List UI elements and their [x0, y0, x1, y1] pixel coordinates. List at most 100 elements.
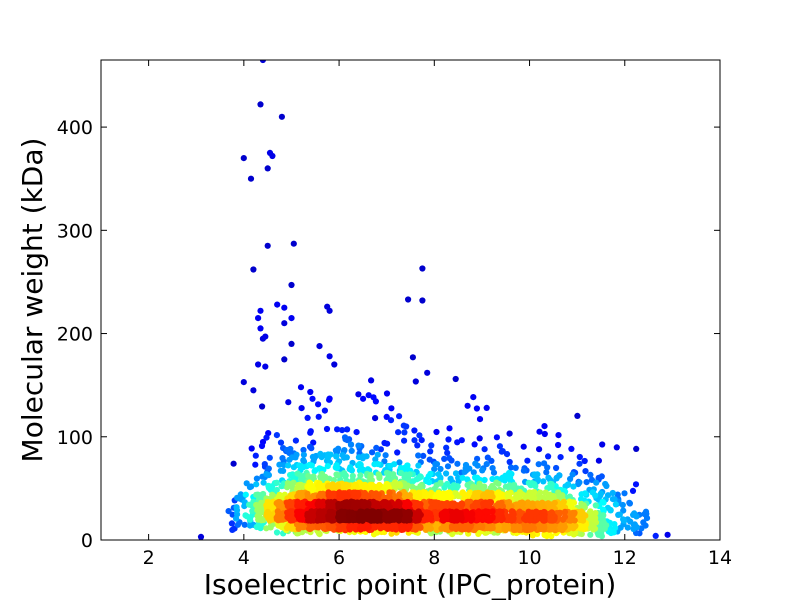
data-point — [587, 531, 594, 538]
data-point — [531, 471, 538, 478]
data-point — [449, 531, 456, 538]
data-point — [386, 515, 393, 522]
data-point — [526, 516, 534, 524]
data-point — [338, 491, 345, 498]
data-point — [465, 491, 472, 498]
data-point — [495, 480, 502, 487]
data-point — [300, 457, 307, 464]
data-point — [336, 502, 343, 509]
data-point — [241, 521, 248, 528]
data-point — [253, 491, 260, 498]
data-point — [490, 469, 498, 476]
data-point — [233, 515, 240, 522]
data-point — [445, 436, 452, 443]
data-point — [262, 363, 269, 370]
data-point — [471, 441, 478, 448]
data-point — [612, 501, 620, 508]
data-point — [288, 315, 295, 322]
data-point — [284, 484, 291, 491]
data-point — [257, 307, 264, 314]
data-point — [409, 484, 416, 491]
data-point — [383, 469, 390, 476]
data-point — [388, 405, 395, 412]
data-point — [419, 297, 426, 304]
data-point — [262, 333, 269, 340]
data-point — [307, 429, 314, 436]
data-point — [307, 388, 314, 396]
data-point — [318, 501, 325, 508]
data-point — [599, 441, 606, 448]
data-point — [383, 413, 390, 420]
data-point — [545, 453, 552, 460]
data-point — [382, 452, 389, 459]
data-point — [446, 455, 453, 462]
data-point — [297, 384, 305, 391]
data-point — [363, 453, 370, 460]
data-point — [437, 465, 444, 473]
data-point — [230, 460, 237, 467]
data-point — [600, 506, 607, 513]
data-point — [443, 470, 450, 477]
data-point — [621, 490, 628, 497]
data-point — [228, 520, 235, 527]
data-point — [306, 514, 313, 521]
data-point — [334, 426, 341, 433]
data-point — [426, 515, 433, 522]
data-point — [603, 482, 610, 490]
data-point — [506, 430, 513, 437]
data-point — [351, 490, 358, 497]
data-point — [399, 526, 406, 533]
data-point — [459, 474, 466, 481]
data-point — [567, 517, 574, 524]
data-point — [453, 514, 460, 521]
data-point — [576, 460, 583, 467]
data-point — [464, 500, 472, 507]
data-point — [593, 479, 600, 486]
data-point — [253, 475, 260, 482]
data-point — [250, 387, 257, 394]
data-point — [473, 405, 480, 412]
data-point — [306, 461, 313, 468]
data-point — [423, 509, 430, 516]
data-point — [592, 509, 599, 517]
plot-frame — [100, 59, 721, 541]
data-point — [633, 445, 640, 452]
data-point — [412, 378, 419, 385]
data-point — [437, 480, 444, 487]
data-point — [510, 482, 517, 489]
data-point — [341, 434, 349, 441]
data-point — [443, 524, 450, 532]
data-point — [489, 484, 496, 491]
data-point — [444, 449, 451, 456]
data-point — [482, 501, 489, 508]
data-point — [411, 437, 418, 444]
data-point — [404, 516, 411, 524]
data-point — [483, 461, 490, 468]
data-point — [438, 525, 445, 532]
data-point — [633, 513, 640, 520]
data-point — [305, 472, 312, 480]
data-point — [376, 474, 383, 481]
data-point — [255, 315, 262, 322]
data-point — [374, 460, 381, 468]
data-point — [368, 377, 375, 384]
data-point — [452, 375, 459, 383]
x-axis-ticks: 2 4 6 8 10 12 14 — [143, 60, 732, 569]
data-point — [574, 412, 581, 419]
data-point — [308, 445, 315, 452]
data-point — [432, 461, 439, 468]
data-point — [568, 445, 575, 452]
data-point — [371, 517, 378, 524]
data-point — [555, 432, 562, 439]
x-tick-label: 2 — [143, 547, 155, 569]
data-point — [372, 456, 379, 463]
data-point — [388, 530, 395, 537]
data-point — [250, 266, 257, 273]
data-point — [243, 480, 250, 487]
data-point — [470, 394, 477, 401]
y-axis-label: Molecular weight (kDa) — [16, 138, 49, 463]
data-point — [373, 444, 380, 451]
data-point — [269, 152, 276, 160]
data-point — [498, 476, 505, 483]
